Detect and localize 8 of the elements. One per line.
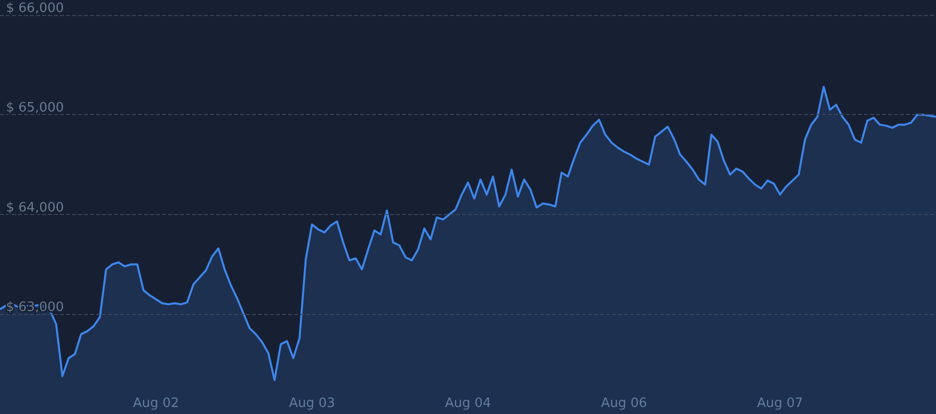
y-tick-label: $ 66,000 <box>6 0 64 16</box>
y-tick-label: $ 65,000 <box>6 100 64 116</box>
x-tick-label: Aug 07 <box>756 396 804 411</box>
x-tick-label: Aug 06 <box>600 396 648 411</box>
x-tick-label: Aug 04 <box>444 396 492 411</box>
x-tick-label: Aug 03 <box>288 396 336 411</box>
y-tick-label: $ 64,000 <box>6 200 64 216</box>
x-tick-label: Aug 02 <box>132 396 180 411</box>
